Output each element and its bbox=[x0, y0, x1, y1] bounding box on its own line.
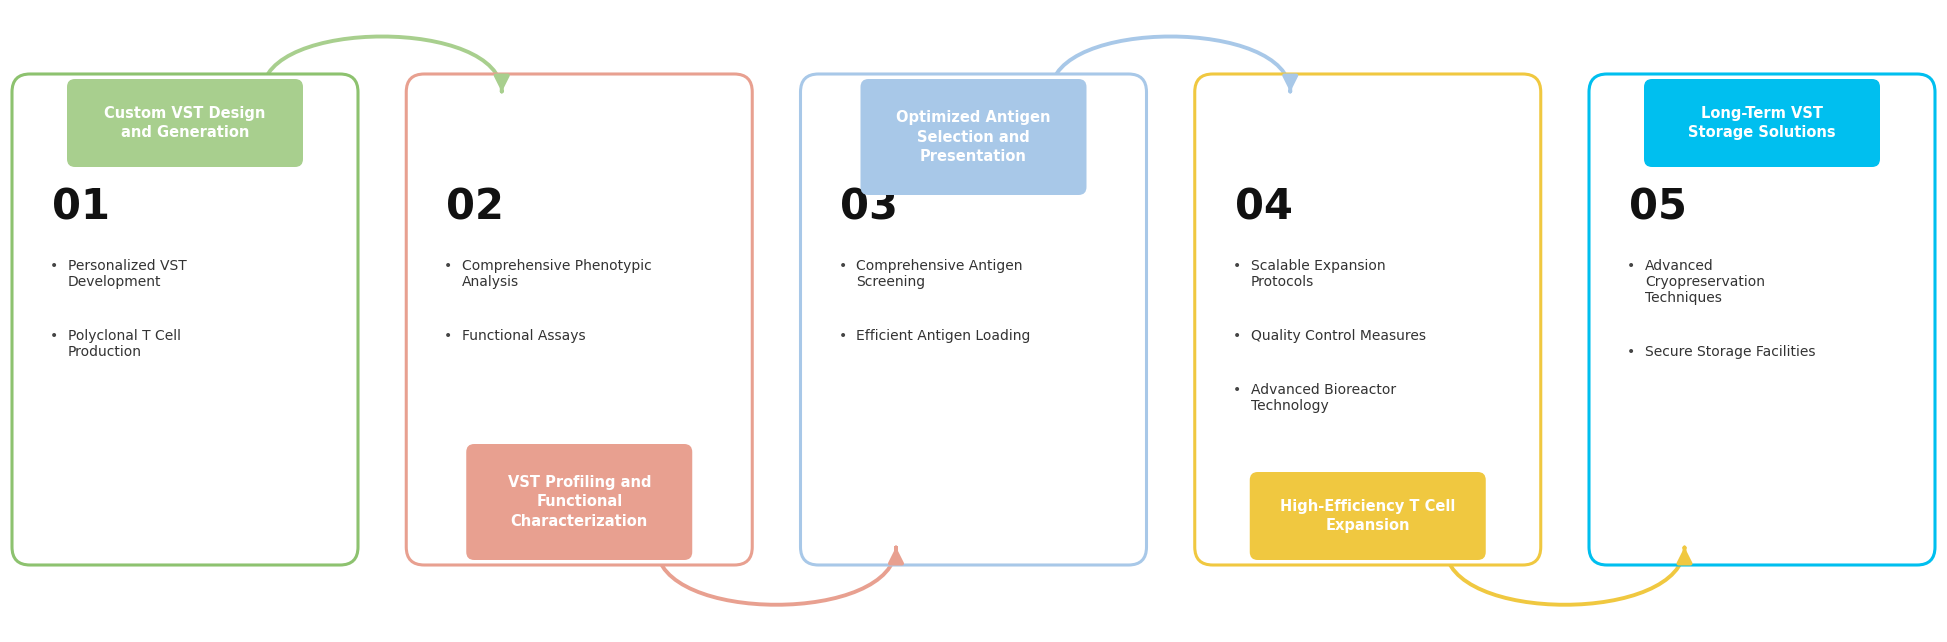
Text: •: • bbox=[51, 329, 58, 343]
Text: •: • bbox=[444, 259, 452, 273]
Circle shape bbox=[201, 277, 306, 381]
Text: Secure Storage Facilities: Secure Storage Facilities bbox=[1645, 345, 1815, 359]
FancyBboxPatch shape bbox=[66, 79, 304, 167]
Text: Development: Development bbox=[68, 275, 162, 289]
Text: 03: 03 bbox=[841, 186, 898, 228]
Text: Comprehensive Antigen: Comprehensive Antigen bbox=[857, 259, 1022, 273]
Text: Protocols: Protocols bbox=[1250, 275, 1314, 289]
Text: Advanced: Advanced bbox=[1645, 259, 1713, 273]
Circle shape bbox=[1384, 277, 1488, 381]
Text: •: • bbox=[1628, 259, 1635, 273]
Text: •: • bbox=[444, 329, 452, 343]
Text: •: • bbox=[839, 329, 847, 343]
FancyBboxPatch shape bbox=[12, 74, 358, 565]
Text: •: • bbox=[1628, 345, 1635, 359]
Text: Cryopreservation: Cryopreservation bbox=[1645, 275, 1766, 289]
Text: Functional Assays: Functional Assays bbox=[461, 329, 586, 343]
FancyBboxPatch shape bbox=[407, 74, 752, 565]
Text: Personalized VST: Personalized VST bbox=[68, 259, 187, 273]
FancyBboxPatch shape bbox=[861, 79, 1086, 195]
FancyBboxPatch shape bbox=[1643, 79, 1881, 167]
Text: 01: 01 bbox=[53, 186, 109, 228]
Text: Analysis: Analysis bbox=[461, 275, 520, 289]
FancyBboxPatch shape bbox=[800, 74, 1147, 565]
Circle shape bbox=[596, 277, 699, 381]
FancyBboxPatch shape bbox=[465, 444, 693, 560]
Text: Advanced Bioreactor: Advanced Bioreactor bbox=[1250, 383, 1396, 397]
Text: 04: 04 bbox=[1234, 186, 1293, 228]
Text: Production: Production bbox=[68, 345, 142, 359]
Text: •: • bbox=[1232, 259, 1240, 273]
Text: Quality Control Measures: Quality Control Measures bbox=[1250, 329, 1425, 343]
Text: Long-Term VST
Storage Solutions: Long-Term VST Storage Solutions bbox=[1688, 106, 1836, 140]
Text: 05: 05 bbox=[1630, 186, 1686, 228]
Text: Optimized Antigen
Selection and
Presentation: Optimized Antigen Selection and Presenta… bbox=[896, 110, 1051, 164]
Text: High-Efficiency T Cell
Expansion: High-Efficiency T Cell Expansion bbox=[1279, 499, 1456, 533]
Text: Techniques: Techniques bbox=[1645, 291, 1721, 305]
Circle shape bbox=[1778, 277, 1883, 381]
Text: Custom VST Design
and Generation: Custom VST Design and Generation bbox=[105, 106, 265, 140]
Text: Scalable Expansion: Scalable Expansion bbox=[1250, 259, 1386, 273]
Text: •: • bbox=[839, 259, 847, 273]
Text: •: • bbox=[1232, 383, 1240, 397]
Text: 02: 02 bbox=[446, 186, 504, 228]
Text: •: • bbox=[51, 259, 58, 273]
Text: Polyclonal T Cell: Polyclonal T Cell bbox=[68, 329, 181, 343]
Circle shape bbox=[989, 277, 1094, 381]
FancyBboxPatch shape bbox=[1250, 472, 1486, 560]
Text: VST Profiling and
Functional
Characterization: VST Profiling and Functional Characteriz… bbox=[508, 475, 650, 529]
Text: Efficient Antigen Loading: Efficient Antigen Loading bbox=[857, 329, 1030, 343]
Text: Screening: Screening bbox=[857, 275, 925, 289]
FancyBboxPatch shape bbox=[1589, 74, 1935, 565]
Text: •: • bbox=[1232, 329, 1240, 343]
Text: Comprehensive Phenotypic: Comprehensive Phenotypic bbox=[461, 259, 652, 273]
FancyBboxPatch shape bbox=[1195, 74, 1540, 565]
Text: Technology: Technology bbox=[1250, 399, 1328, 413]
